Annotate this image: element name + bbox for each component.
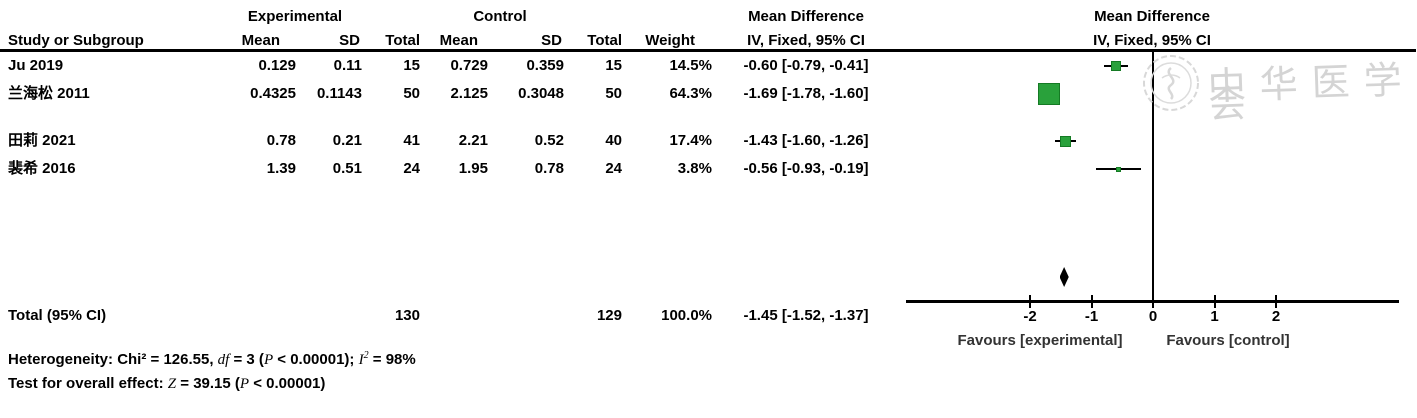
text-segment: < 0.00001); <box>273 351 359 368</box>
text-segment: I <box>358 352 364 368</box>
column-header-ci-right: IV, Fixed, 95% CI <box>1093 32 1211 49</box>
total-n-experimental: 130 <box>394 307 420 324</box>
study-weight: 17.4% <box>669 132 712 149</box>
study-weight: 3.8% <box>677 160 712 177</box>
total-weight: 100.0% <box>661 307 712 324</box>
study-total_c: 40 <box>605 132 622 149</box>
study-sd_c: 0.78 <box>534 160 564 177</box>
header-rule <box>0 49 1416 52</box>
study-total_e: 15 <box>403 57 420 74</box>
effect-header-right: Mean Difference <box>1094 8 1210 25</box>
axis-tick <box>1275 295 1277 308</box>
study-ci-text: -1.69 [-1.78, -1.60] <box>743 85 869 102</box>
study-total_c: 15 <box>605 57 622 74</box>
study-mean_c: 2.21 <box>458 132 488 149</box>
study-total_e: 41 <box>403 132 420 149</box>
study-sd_c: 0.52 <box>534 132 564 149</box>
study-mean_e: 0.78 <box>266 132 296 149</box>
effect-header-left: Mean Difference <box>748 8 864 25</box>
study-ci-text: -0.56 [-0.93, -0.19] <box>743 160 869 177</box>
total-diamond <box>1059 267 1069 287</box>
axis-tick <box>1213 295 1216 308</box>
text-segment: 2 <box>363 350 369 361</box>
text-segment: = 39.15 ( <box>176 375 240 392</box>
study-sd_e: 0.11 <box>333 57 362 74</box>
total-label: Total (95% CI) <box>8 307 107 324</box>
axis-tick <box>1152 295 1154 308</box>
study-total_e: 24 <box>403 160 420 177</box>
study-mean_e: 0.4325 <box>250 85 296 102</box>
favours-right-label: Favours [control] <box>1166 332 1290 349</box>
study-mean_e: 0.129 <box>258 57 296 74</box>
effect-marker <box>1059 135 1071 147</box>
axis-tick-label: 1 <box>1210 308 1219 325</box>
study-ci-text: -1.43 [-1.60, -1.26] <box>743 132 869 149</box>
text-segment: df <box>217 352 230 368</box>
study-label: 田莉 2021 <box>8 132 76 149</box>
column-header-sd-ctl: SD <box>541 32 562 49</box>
column-header-total-exp: Total <box>385 32 420 49</box>
study-mean_e: 1.39 <box>266 160 296 177</box>
study-mean_c: 1.95 <box>458 160 488 177</box>
study-total_c: 50 <box>605 85 622 102</box>
zero-line <box>1152 52 1154 302</box>
effect-marker <box>1038 83 1061 105</box>
study-label: Ju 2019 <box>8 57 64 74</box>
study-ci-text: -0.60 [-0.79, -0.41] <box>743 57 869 74</box>
study-weight: 64.3% <box>669 85 712 102</box>
text-segment: Test for overall effect: <box>8 375 168 392</box>
text-segment: P <box>239 376 250 392</box>
column-header-weight: Weight <box>645 32 695 49</box>
axis-tick-label: -2 <box>1023 308 1037 325</box>
study-mean_c: 0.729 <box>450 57 488 74</box>
study-sd_c: 0.359 <box>526 57 564 74</box>
axis-tick <box>1029 295 1031 308</box>
study-mean_c: 2.125 <box>450 85 488 102</box>
column-header-sd-exp: SD <box>339 32 360 49</box>
column-header-study: Study or Subgroup <box>8 32 144 49</box>
study-sd_e: 0.21 <box>332 132 362 149</box>
study-label: 兰海松 2011 <box>8 85 90 102</box>
text-segment: < 0.00001) <box>249 375 326 392</box>
watermark-text: 中华医学会 <box>1206 57 1417 127</box>
text-segment: Z <box>167 376 177 392</box>
text-segment: Heterogeneity: Chi² = 126.55, <box>8 351 218 368</box>
study-total_e: 50 <box>403 85 420 102</box>
study-sd_c: 0.3048 <box>518 85 564 102</box>
study-label: 裴希 2016 <box>8 160 76 177</box>
column-header-mean-exp: Mean <box>241 32 280 49</box>
overall-effect-line: Test for overall effect: Z = 39.15 (P < … <box>8 375 325 393</box>
axis-tick-label: -1 <box>1084 308 1099 325</box>
study-weight: 14.5% <box>669 57 712 74</box>
text-segment: P <box>263 352 274 368</box>
heterogeneity-line: Heterogeneity: Chi² = 126.55, df = 3 (P … <box>8 347 416 369</box>
column-header-ci-left: IV, Fixed, 95% CI <box>747 32 865 49</box>
total-ci-text: -1.45 [-1.52, -1.37] <box>743 307 869 324</box>
watermark-seal-icon <box>1142 54 1200 117</box>
total-n-control: 129 <box>596 307 622 324</box>
effect-marker <box>1116 166 1122 172</box>
group-header-control: Control <box>473 8 527 25</box>
study-total_c: 24 <box>605 160 622 177</box>
text-segment: = 3 ( <box>229 351 264 368</box>
text-segment: = 98% <box>368 351 416 368</box>
study-sd_e: 0.1143 <box>316 85 362 102</box>
column-header-mean-ctl: Mean <box>439 32 478 49</box>
study-sd_e: 0.51 <box>332 160 362 177</box>
axis-tick-label: 2 <box>1271 308 1281 325</box>
axis-tick <box>1090 295 1093 308</box>
column-header-total-ctl: Total <box>587 32 622 49</box>
axis-tick-label: 0 <box>1148 308 1158 325</box>
effect-marker <box>1111 61 1122 71</box>
favours-left-label: Favours [experimental] <box>957 332 1123 349</box>
group-header-experimental: Experimental <box>247 8 343 25</box>
